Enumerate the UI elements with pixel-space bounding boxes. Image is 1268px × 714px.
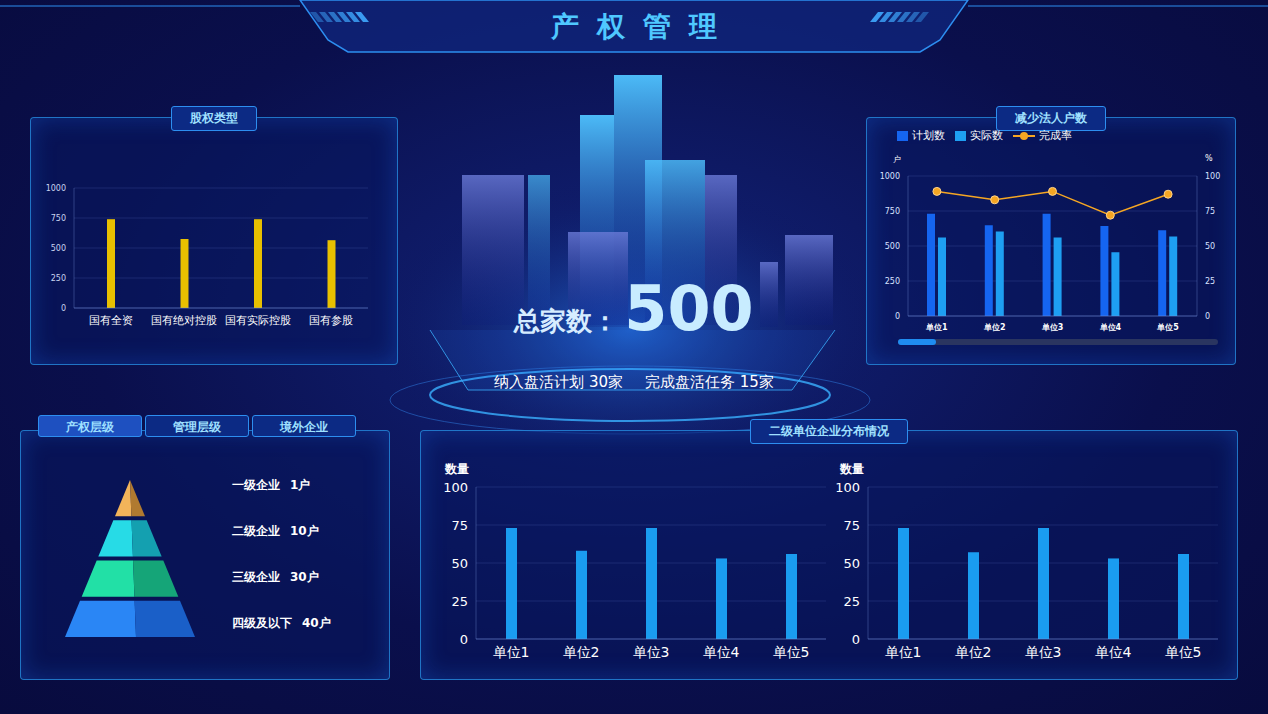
svg-text:1000: 1000 bbox=[46, 184, 66, 193]
svg-text:0: 0 bbox=[61, 304, 66, 313]
svg-text:50: 50 bbox=[1205, 242, 1215, 251]
html-text:减少法人户数: 减少法人户数 bbox=[1015, 111, 1087, 125]
svg-text:100: 100 bbox=[835, 480, 860, 495]
svg-text:1000: 1000 bbox=[880, 172, 900, 181]
svg-text:国有参股: 国有参股 bbox=[309, 314, 353, 327]
svg-text:单位2: 单位2 bbox=[563, 644, 600, 660]
svg-text:国有实际控股: 国有实际控股 bbox=[225, 314, 291, 327]
svg-text:75: 75 bbox=[843, 518, 860, 533]
svg-text:单位4: 单位4 bbox=[703, 644, 740, 660]
svg-text:750: 750 bbox=[885, 207, 900, 216]
svg-text:500: 500 bbox=[51, 244, 66, 253]
svg-text:单位1: 单位1 bbox=[885, 644, 922, 660]
svg-text:250: 250 bbox=[885, 277, 900, 286]
html-text:完成率: 完成率 bbox=[1039, 129, 1072, 142]
svg-text:0: 0 bbox=[852, 632, 860, 647]
html-text:二级单位企业分布情况: 二级单位企业分布情况 bbox=[769, 424, 889, 438]
svg-text:单位5: 单位5 bbox=[773, 644, 810, 660]
svg-text:0: 0 bbox=[895, 312, 900, 321]
svg-text:75: 75 bbox=[451, 518, 468, 533]
html-text:计划数: 计划数 bbox=[912, 129, 945, 142]
html-text:境外企业: 境外企业 bbox=[280, 420, 328, 434]
html-text:总家数：: 总家数： bbox=[514, 306, 619, 336]
html-text:户: 户 bbox=[893, 155, 901, 164]
html-text:四级及以下: 四级及以下 bbox=[232, 616, 292, 630]
svg-text:25: 25 bbox=[451, 594, 468, 609]
html-text:股权类型: 股权类型 bbox=[190, 111, 238, 125]
svg-text:单位2: 单位2 bbox=[955, 644, 992, 660]
svg-text:单位3: 单位3 bbox=[1041, 323, 1064, 332]
html-text:500: 500 bbox=[624, 272, 754, 345]
html-text:1户: 1户 bbox=[290, 478, 311, 492]
html-text:实际数: 实际数 bbox=[970, 129, 1003, 142]
html-text:一级企业: 一级企业 bbox=[232, 478, 280, 492]
html-text:数量: 数量 bbox=[840, 462, 864, 476]
svg-text:0: 0 bbox=[1205, 312, 1210, 321]
html-text:三级企业: 三级企业 bbox=[232, 570, 280, 584]
svg-text:25: 25 bbox=[1205, 277, 1215, 286]
svg-text:单位5: 单位5 bbox=[1165, 644, 1202, 660]
html-text:数量: 数量 bbox=[445, 462, 469, 476]
svg-text:500: 500 bbox=[885, 242, 900, 251]
html-text:管理层级: 管理层级 bbox=[173, 420, 221, 434]
html-text:产权管理: 产权管理 bbox=[551, 10, 735, 43]
svg-text:25: 25 bbox=[843, 594, 860, 609]
svg-text:单位1: 单位1 bbox=[493, 644, 530, 660]
html-text:40户: 40户 bbox=[302, 616, 331, 630]
svg-text:50: 50 bbox=[843, 556, 860, 571]
html-text:二级企业: 二级企业 bbox=[232, 524, 280, 538]
html-text:完成盘活任务 15家: 完成盘活任务 15家 bbox=[645, 373, 774, 391]
svg-text:单位3: 单位3 bbox=[1025, 644, 1062, 660]
svg-text:100: 100 bbox=[1205, 172, 1220, 181]
svg-text:单位3: 单位3 bbox=[633, 644, 670, 660]
svg-text:100: 100 bbox=[443, 480, 468, 495]
svg-text:50: 50 bbox=[451, 556, 468, 571]
html-text:30户: 30户 bbox=[290, 570, 319, 584]
svg-text:单位4: 单位4 bbox=[1099, 323, 1122, 332]
svg-text:0: 0 bbox=[460, 632, 468, 647]
svg-text:250: 250 bbox=[51, 274, 66, 283]
svg-text:75: 75 bbox=[1205, 207, 1215, 216]
svg-text:750: 750 bbox=[51, 214, 66, 223]
svg-text:单位1: 单位1 bbox=[925, 323, 948, 332]
html-text:产权层级: 产权层级 bbox=[66, 420, 114, 434]
svg-text:单位4: 单位4 bbox=[1095, 644, 1132, 660]
svg-text:单位2: 单位2 bbox=[983, 323, 1006, 332]
html-text:纳入盘活计划 30家: 纳入盘活计划 30家 bbox=[494, 373, 623, 391]
svg-text:国有绝对控股: 国有绝对控股 bbox=[151, 314, 217, 327]
html-text:10户: 10户 bbox=[290, 524, 319, 538]
svg-text:单位5: 单位5 bbox=[1156, 323, 1179, 332]
svg-text:国有全资: 国有全资 bbox=[89, 314, 133, 327]
